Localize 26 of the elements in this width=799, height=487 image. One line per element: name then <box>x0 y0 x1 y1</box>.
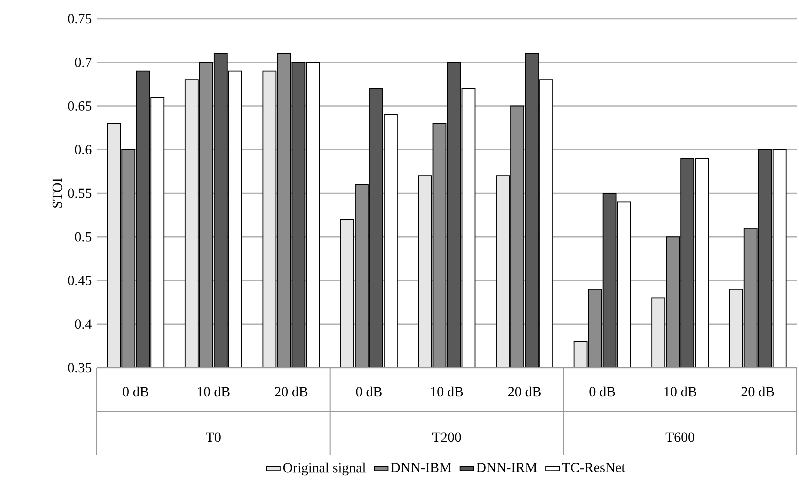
x-tick-label: 10 dB <box>198 386 230 397</box>
y-tick-label: 0.5 <box>75 232 92 242</box>
x-tick-label: 20 dB <box>742 386 774 397</box>
y-tick-label: 0.75 <box>68 14 92 24</box>
legend-label: Original signal <box>283 462 366 476</box>
text: T0 <box>206 432 221 442</box>
text: T200 <box>432 432 462 442</box>
legend-label: DNN-IBM <box>391 463 452 472</box>
legend-label: DNN-IRM <box>476 463 538 472</box>
y-tick-label: 0.35 <box>68 363 92 373</box>
y-tick-label: 0.65 <box>68 102 92 111</box>
x-tick-label: 10 dB <box>664 386 696 397</box>
y-axis-title: STOI <box>52 178 62 208</box>
y-tick-label: 0.7 <box>75 58 92 68</box>
x-tick-label: 20 dB <box>508 386 541 397</box>
y-tick-label: 0.4 <box>75 320 92 330</box>
text: T600 <box>666 432 695 442</box>
x-tick-label: 0 dB <box>123 386 149 397</box>
legend-label: TC-ResNet <box>562 463 626 473</box>
x-tick-label: 20 dB <box>275 386 308 397</box>
y-tick-label: 0.6 <box>75 145 92 155</box>
x-tick-label: 10 dB <box>431 386 464 397</box>
y-tick-label: 0.45 <box>68 276 92 286</box>
x-tick-label: 0 dB <box>356 386 382 397</box>
y-tick-label: 0.55 <box>68 188 92 198</box>
x-tick-label: 0 dB <box>590 386 616 397</box>
